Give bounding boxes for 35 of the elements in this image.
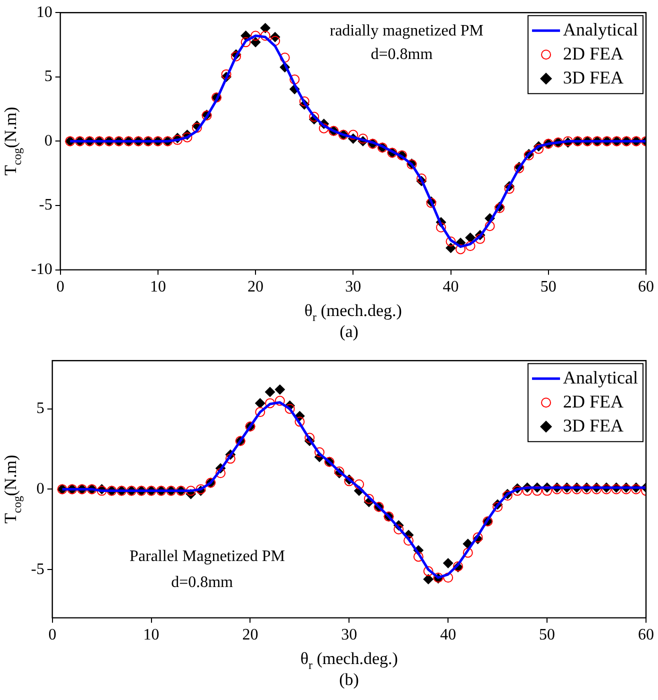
x-tick-label: 60	[638, 278, 654, 296]
annotation: radially magnetized PM	[330, 22, 484, 40]
y-tick-label: -10	[31, 261, 52, 278]
y-axis-title: Tcog(N.m)	[1, 106, 24, 176]
y-axis-title: Tcog(N.m)	[1, 454, 24, 524]
y-tick-label: 0	[44, 132, 52, 150]
y-tick-label: 0	[36, 480, 44, 498]
annotation: d=0.8mm	[370, 46, 434, 63]
legend-label: Analytical	[563, 19, 638, 40]
text: (b)	[338, 670, 360, 691]
x-tick-label: 30	[345, 278, 362, 296]
legend-label: Analytical	[563, 367, 638, 388]
annotation: Parallel Magnetized PM	[130, 548, 286, 566]
x-tick-label: 50	[540, 278, 556, 296]
x-tick-label: 10	[150, 278, 166, 296]
x-tick-label: 10	[143, 626, 160, 644]
annotation: d=0.8mm	[171, 574, 234, 591]
x-tick-label: 40	[442, 278, 459, 296]
y-tick-label: -5	[39, 196, 52, 214]
y-tick-label: 5	[44, 68, 52, 86]
x-tick-label: 50	[539, 626, 556, 644]
text: (a)	[338, 322, 360, 343]
legend-label: 3D FEA	[563, 415, 624, 436]
x-tick-label: 30	[341, 626, 358, 644]
y-tick-label: 5	[36, 400, 44, 418]
x-tick-label: 20	[242, 626, 258, 644]
x-tick-label: 0	[56, 278, 64, 296]
y-tick-label: 10	[36, 4, 52, 21]
legend-label: 2D FEA	[563, 391, 624, 412]
x-tick-label: 60	[638, 626, 654, 644]
x-tick-label: 40	[440, 626, 456, 644]
y-tick-label: -5	[31, 560, 44, 578]
legend-label: 3D FEA	[563, 67, 624, 88]
legend-label: 2D FEA	[563, 43, 624, 64]
x-tick-label: 20	[248, 278, 264, 296]
